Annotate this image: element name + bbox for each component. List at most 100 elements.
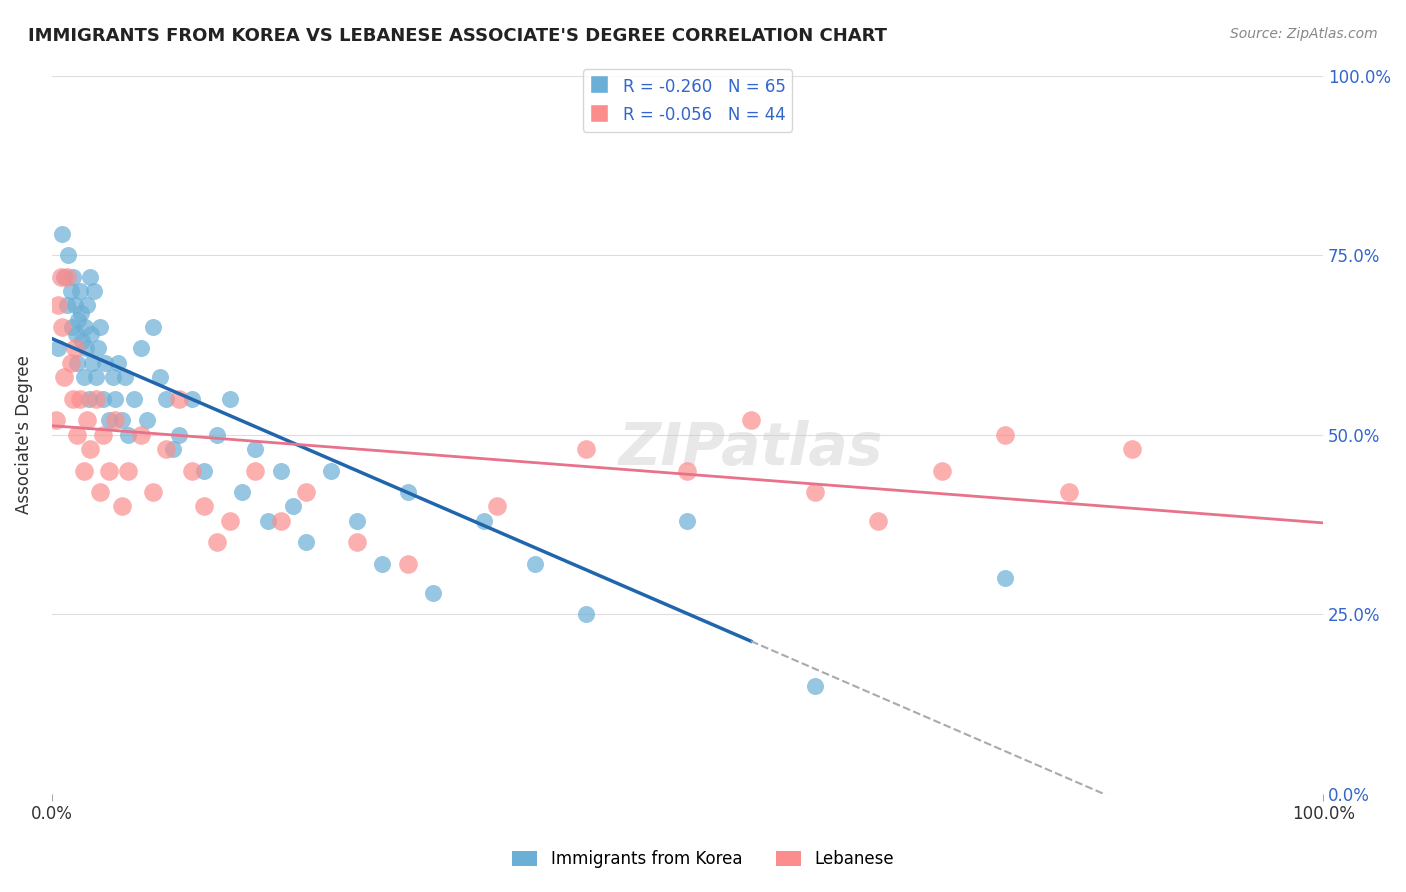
Point	[69, 392, 91, 406]
Point	[117, 427, 139, 442]
Point	[180, 392, 202, 406]
Point	[45, 413, 67, 427]
Point	[66, 427, 89, 442]
Point	[162, 442, 184, 456]
Point	[523, 557, 546, 571]
Point	[46, 342, 69, 356]
Point	[931, 463, 953, 477]
Point	[49, 269, 72, 284]
Point	[63, 342, 86, 356]
Point	[676, 514, 699, 528]
Point	[218, 514, 240, 528]
Point	[53, 370, 76, 384]
Point	[740, 413, 762, 427]
Point	[472, 514, 495, 528]
Point	[1057, 485, 1080, 500]
Point	[51, 319, 73, 334]
Point	[243, 442, 266, 456]
Point	[72, 463, 94, 477]
Point	[1121, 442, 1143, 456]
Point	[295, 485, 318, 500]
Point	[295, 535, 318, 549]
Point	[205, 535, 228, 549]
Point	[321, 463, 343, 477]
Point	[149, 370, 172, 384]
Point	[111, 500, 134, 514]
Point	[62, 392, 84, 406]
Point	[59, 356, 82, 370]
Point	[72, 334, 94, 349]
Point	[167, 427, 190, 442]
Point	[803, 679, 825, 693]
Point	[83, 284, 105, 298]
Point	[676, 463, 699, 477]
Point	[51, 227, 73, 241]
Point	[205, 427, 228, 442]
Point	[91, 427, 114, 442]
Point	[94, 356, 117, 370]
Text: ZIPatlas: ZIPatlas	[619, 420, 883, 477]
Point	[422, 585, 444, 599]
Point	[66, 356, 89, 370]
Point	[75, 342, 97, 356]
Point	[994, 571, 1017, 585]
Point	[129, 342, 152, 356]
Point	[56, 298, 79, 312]
Point	[73, 319, 96, 334]
Point	[65, 327, 87, 342]
Point	[97, 413, 120, 427]
Point	[46, 298, 69, 312]
Point	[58, 248, 80, 262]
Point	[283, 500, 305, 514]
Point	[371, 557, 394, 571]
Point	[396, 485, 419, 500]
Point	[257, 514, 280, 528]
Y-axis label: Associate's Degree: Associate's Degree	[15, 355, 32, 514]
Point	[76, 298, 98, 312]
Point	[59, 284, 82, 298]
Point	[575, 442, 598, 456]
Point	[142, 485, 165, 500]
Point	[243, 463, 266, 477]
Legend: Immigrants from Korea, Lebanese: Immigrants from Korea, Lebanese	[506, 844, 900, 875]
Point	[86, 342, 108, 356]
Point	[218, 392, 240, 406]
Point	[868, 514, 890, 528]
Point	[136, 413, 159, 427]
Point	[82, 356, 104, 370]
Point	[485, 500, 508, 514]
Point	[79, 442, 101, 456]
Point	[346, 514, 368, 528]
Text: Source: ZipAtlas.com: Source: ZipAtlas.com	[1230, 27, 1378, 41]
Point	[80, 327, 103, 342]
Point	[994, 427, 1017, 442]
Point	[193, 463, 215, 477]
Point	[155, 442, 177, 456]
Point	[53, 269, 76, 284]
Point	[69, 284, 91, 298]
Point	[396, 557, 419, 571]
Point	[76, 413, 98, 427]
Point	[63, 298, 86, 312]
Point	[56, 269, 79, 284]
Point	[107, 356, 129, 370]
Point	[97, 463, 120, 477]
Point	[67, 312, 90, 326]
Point	[104, 413, 127, 427]
Point	[77, 392, 100, 406]
Point	[60, 319, 83, 334]
Point	[117, 463, 139, 477]
Point	[89, 319, 111, 334]
Point	[346, 535, 368, 549]
Text: IMMIGRANTS FROM KOREA VS LEBANESE ASSOCIATE'S DEGREE CORRELATION CHART: IMMIGRANTS FROM KOREA VS LEBANESE ASSOCI…	[28, 27, 887, 45]
Legend: R = -0.260   N = 65, R = -0.056   N = 44: R = -0.260 N = 65, R = -0.056 N = 44	[582, 70, 792, 132]
Point	[84, 392, 107, 406]
Point	[70, 305, 93, 319]
Point	[270, 463, 292, 477]
Point	[89, 485, 111, 500]
Point	[72, 370, 94, 384]
Point	[270, 514, 292, 528]
Point	[142, 319, 165, 334]
Point	[101, 370, 124, 384]
Point	[84, 370, 107, 384]
